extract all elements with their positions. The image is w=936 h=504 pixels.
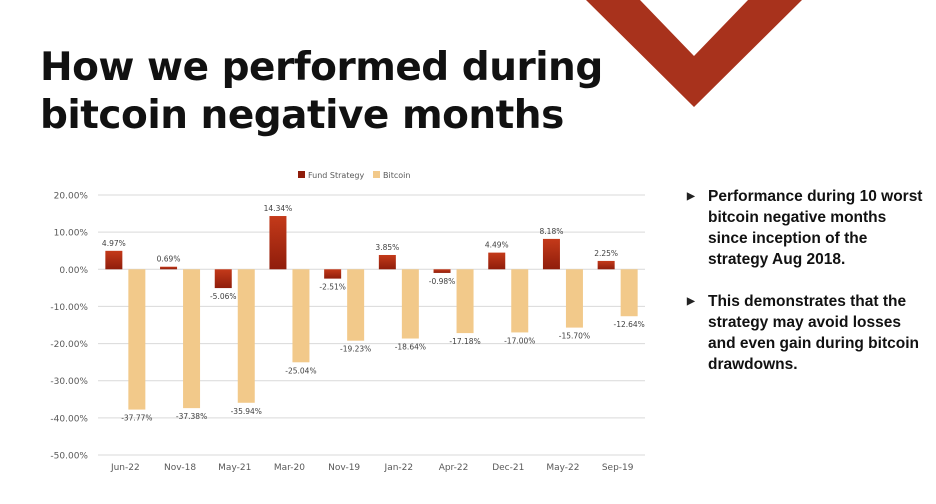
bullet-list: ▶ Performance during 10 worst bitcoin neg…	[686, 186, 926, 396]
bullet-item: ▶ This demonstrates that the strategy may…	[686, 291, 926, 375]
right-triangle-bullet-icon: ▶	[687, 296, 695, 307]
fund-strategy-bar	[160, 266, 178, 270]
bullet-text: This demonstrates that the strategy may …	[708, 293, 919, 373]
bitcoin-bar	[565, 269, 583, 328]
bitcoin-bar	[292, 269, 310, 363]
fund-strategy-data-label: 2.25%	[594, 249, 618, 258]
y-axis-tick-labels: 20.00% 10.00% 0.00% -10.00% -20.00% -30.00% -4…	[50, 192, 88, 462]
right-triangle-bullet-icon: ▶	[687, 191, 695, 202]
y-tick-label: -10.00%	[50, 303, 88, 313]
bitcoin-bar	[456, 269, 474, 334]
y-tick-label: -30.00%	[50, 377, 88, 387]
bitcoin-bar	[401, 269, 419, 339]
bitcoin-data-label: -35.94%	[231, 407, 262, 416]
bitcoin-data-label: -19.23%	[340, 345, 371, 354]
x-tick-label: Mar-20	[274, 463, 305, 473]
fund-strategy-data-label: 8.18%	[540, 227, 564, 236]
x-axis-tick-labels: Jun-22 Nov-18 May-21 Mar-20 Nov-19 Jan-22 Apr-…	[110, 463, 634, 473]
fund-strategy-data-label: 14.34%	[264, 204, 293, 213]
x-tick-label: Nov-19	[328, 463, 360, 473]
fund-strategy-data-label: 3.85%	[375, 243, 399, 252]
fund-strategy-bar	[214, 269, 232, 289]
x-tick-label: Apr-22	[439, 463, 469, 473]
bitcoin-data-label: -17.00%	[504, 336, 535, 345]
bitcoin-bar	[183, 269, 201, 409]
bitcoin-data-label: -37.77%	[121, 414, 152, 423]
x-tick-label: Jun-22	[110, 463, 140, 473]
page-title: How we performed during bitcoin negative…	[40, 44, 603, 140]
bitcoin-data-label: -18.64%	[395, 343, 426, 352]
fund-strategy-data-label: -0.98%	[429, 277, 456, 286]
fund-strategy-data-label: -2.51%	[319, 283, 346, 292]
bitcoin-bar	[511, 269, 529, 333]
fund-strategy-data-label: 4.49%	[485, 241, 509, 250]
bitcoin-bar	[347, 269, 365, 341]
legend-swatch-bitcoin	[373, 171, 380, 178]
bitcoin-data-label: -15.70%	[559, 332, 590, 341]
bitcoin-bar	[128, 269, 146, 410]
y-tick-label: 0.00%	[59, 266, 88, 276]
fund-strategy-bar	[433, 269, 451, 273]
fund-strategy-bar	[269, 216, 287, 270]
fund-strategy-bar	[378, 254, 396, 270]
data-labels: 4.97% -37.77% 0.69% -37.38% -5.06% -35.94% 14.…	[102, 204, 645, 423]
x-tick-label: Dec-21	[492, 463, 524, 473]
fund-strategy-bar	[597, 260, 615, 270]
bullet-text: Performance during 10 worst bitcoin nega…	[708, 188, 923, 268]
fund-strategy-bar	[542, 238, 560, 270]
y-tick-label: -40.00%	[50, 414, 88, 424]
red-chevron-decoration	[586, 0, 802, 107]
legend: Fund Strategy Bitcoin	[298, 171, 410, 180]
fund-strategy-data-label: 4.97%	[102, 239, 126, 248]
bitcoin-data-label: -12.64%	[613, 320, 644, 329]
fund-strategy-data-label: 0.69%	[157, 255, 181, 264]
title-line-1: How we performed during	[40, 45, 603, 90]
fund-strategy-bar	[488, 252, 506, 270]
x-tick-label: May-21	[218, 463, 251, 473]
bitcoin-data-label: -17.18%	[449, 337, 480, 346]
x-tick-label: Nov-18	[164, 463, 196, 473]
y-tick-label: -20.00%	[50, 340, 88, 350]
bitcoin-data-label: -25.04%	[285, 366, 316, 375]
legend-swatch-fund-strategy	[298, 171, 305, 178]
bullet-item: ▶ Performance during 10 worst bitcoin neg…	[686, 186, 926, 270]
bar-chart: 20.00% 10.00% 0.00% -10.00% -20.00% -30.00% -4…	[50, 171, 645, 473]
x-tick-label: Sep-19	[602, 463, 634, 473]
bitcoin-bar	[620, 269, 638, 317]
y-tick-label: 20.00%	[54, 192, 89, 202]
x-tick-label: May-22	[546, 463, 579, 473]
y-tick-label: 10.00%	[54, 229, 89, 239]
title-line-2: bitcoin negative months	[40, 93, 564, 138]
legend-label-bitcoin: Bitcoin	[383, 171, 410, 180]
x-tick-label: Jan-22	[384, 463, 414, 473]
fund-strategy-bar	[105, 250, 123, 270]
fund-strategy-bar	[324, 269, 342, 279]
y-tick-label: -50.00%	[50, 452, 88, 462]
fund-strategy-data-label: -5.06%	[210, 292, 237, 301]
bars	[105, 216, 638, 410]
bitcoin-bar	[237, 269, 255, 403]
bitcoin-data-label: -37.38%	[176, 412, 207, 421]
legend-label-fund-strategy: Fund Strategy	[308, 171, 364, 180]
